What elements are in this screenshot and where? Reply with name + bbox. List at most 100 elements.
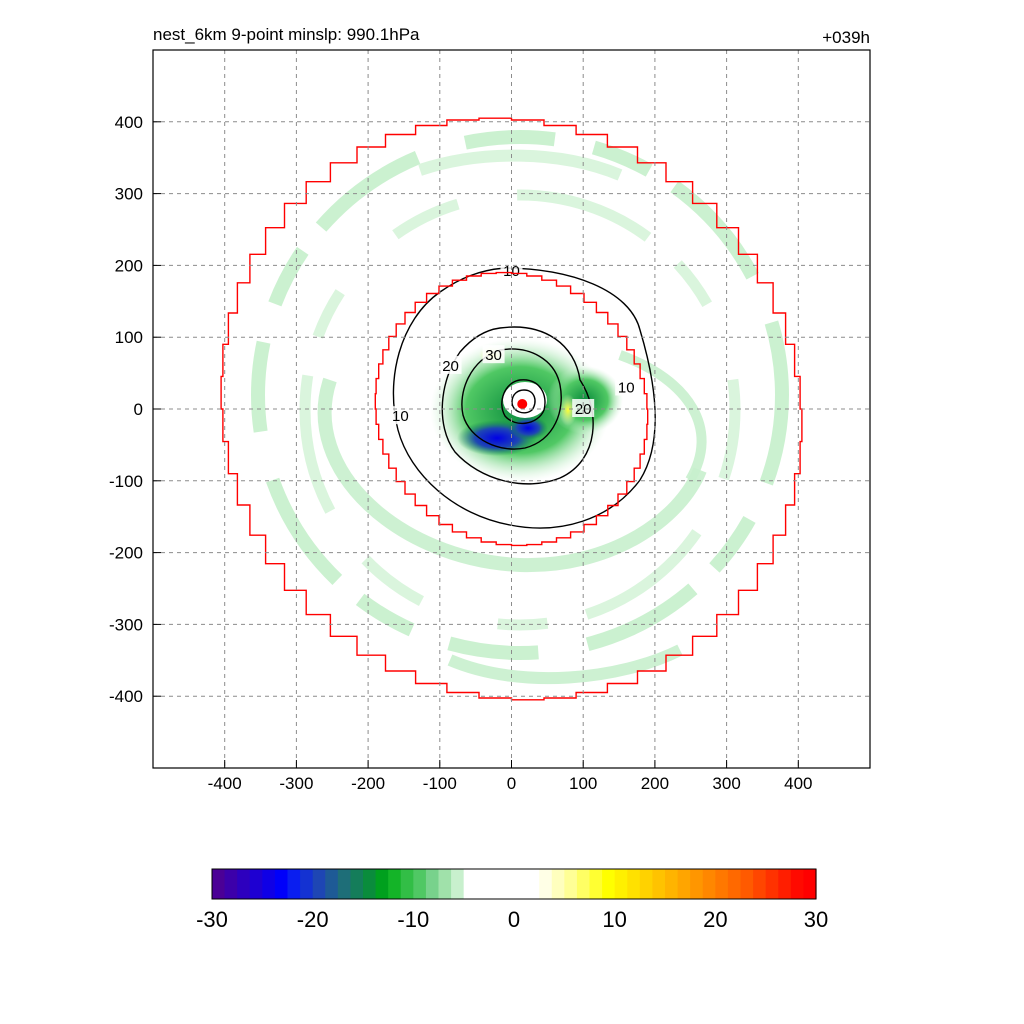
- colorbar-swatch: [727, 869, 742, 899]
- colorbar-swatch: [627, 869, 641, 899]
- colorbar-swatch: [388, 869, 402, 899]
- colorbar-swatch: [438, 869, 452, 899]
- colorbar-swatch: [212, 869, 226, 899]
- contour-label: 30: [485, 347, 502, 364]
- colorbar-swatch: [249, 869, 263, 899]
- x-tick-label: -300: [279, 774, 313, 793]
- x-tick-label: 0: [507, 774, 516, 793]
- spiral-band: [418, 149, 623, 181]
- colorbar-tick-label: 20: [703, 907, 727, 932]
- contour-label-bg: [482, 345, 505, 364]
- colorbar-tick-label: -20: [297, 907, 329, 932]
- domain-boundary: [374, 271, 649, 547]
- colorbar-swatch: [652, 869, 666, 899]
- contour-label-bg: [572, 399, 595, 417]
- contour-label: 10: [392, 408, 409, 425]
- y-axis: -400 -300 -200 -100 0 100 200 300 400: [109, 113, 161, 706]
- colorbar-swatch: [778, 869, 792, 899]
- spiral-band: [317, 377, 707, 573]
- y-tick-label: 300: [115, 185, 143, 204]
- colorbar-tick-label: -30: [196, 907, 228, 932]
- domain-boundary: [220, 117, 803, 701]
- contour-line-30: [461, 348, 562, 450]
- time-label: +039h: [822, 28, 870, 47]
- colorbar-swatch: [400, 869, 414, 899]
- y-tick-label: -300: [109, 615, 143, 634]
- colorbar-swatch: [564, 869, 578, 899]
- colorbar-swatch: [488, 869, 503, 899]
- colorbar-swatch: [665, 869, 679, 899]
- colorbar-swatch: [337, 869, 352, 899]
- x-tick-label: 100: [569, 774, 597, 793]
- contour-label: 20: [575, 401, 592, 418]
- colorbar-swatch: [690, 869, 704, 899]
- contour-label-bg: [439, 355, 462, 374]
- colorbar-swatch: [514, 869, 528, 899]
- y-tick-label: 400: [115, 113, 143, 132]
- y-tick-label: 0: [134, 400, 143, 419]
- colorbar-swatch: [425, 869, 440, 899]
- colorbar-swatch: [350, 869, 364, 899]
- colorbar-swatch: [539, 869, 553, 899]
- colorbar-swatch: [551, 869, 565, 899]
- colorbar-swatch: [300, 869, 314, 899]
- colorbar-swatch: [463, 869, 477, 899]
- y-tick-label: 100: [115, 328, 143, 347]
- x-axis: -400 -300 -200 -100 0 100 200 300 400: [208, 760, 812, 793]
- colorbar-swatch: [715, 869, 729, 899]
- colorbar-swatch: [576, 869, 591, 899]
- colorbar-swatch: [526, 869, 540, 899]
- colorbar-tick-label: 10: [602, 907, 626, 932]
- contour-line-10: [392, 267, 656, 529]
- colorbar-tick-label: -10: [397, 907, 429, 932]
- spiral-band: [618, 350, 707, 483]
- outer-ring-band: [251, 130, 789, 660]
- colorbar-swatch: [740, 869, 754, 899]
- chart-title: nest_6km 9-point minslp: 990.1hPa: [153, 25, 420, 44]
- x-tick-label: 300: [712, 774, 740, 793]
- colorbar-swatch: [639, 869, 654, 899]
- colorbar-swatch: [476, 869, 490, 899]
- colorbar-swatch: [803, 869, 817, 899]
- colorbar-swatch: [677, 869, 691, 899]
- y-tick-label: 200: [115, 256, 143, 275]
- colorbar-swatch: [312, 869, 326, 899]
- colorbar-tick-label: 30: [804, 907, 828, 932]
- colorbar-swatch: [375, 869, 389, 899]
- x-tick-label: -100: [423, 774, 457, 793]
- colorbar-swatch: [765, 869, 779, 899]
- contour-label: 10: [503, 263, 520, 280]
- colorbar-swatch: [224, 869, 238, 899]
- x-tick-label: -400: [208, 774, 242, 793]
- x-tick-label: 400: [784, 774, 812, 793]
- y-tick-label: -400: [109, 687, 143, 706]
- colorbar-swatch: [501, 869, 515, 899]
- colorbar-swatch: [287, 869, 301, 899]
- y-tick-label: -100: [109, 472, 143, 491]
- spiral-band: [447, 644, 683, 685]
- contour-line-20: [441, 326, 594, 485]
- contour-label: 20: [442, 358, 459, 375]
- colorbar: -30 -20 -10 0 10 20 30: [196, 868, 828, 932]
- plot-area: 10 10 10 20 20 30: [152, 49, 871, 769]
- contour-label-bg: [615, 377, 638, 396]
- colorbar-swatch: [363, 869, 377, 899]
- contours: [392, 267, 656, 529]
- contour-label: 10: [618, 379, 635, 396]
- colorbar-swatch: [325, 869, 339, 899]
- y-tick-label: -200: [109, 544, 143, 563]
- colorbar-swatch: [274, 869, 289, 899]
- x-tick-label: 200: [641, 774, 669, 793]
- colorbar-swatch: [702, 869, 716, 899]
- contour-label-bg: [389, 406, 412, 425]
- colorbar-swatch: [602, 869, 616, 899]
- domain-boundaries: [220, 117, 803, 701]
- colorbar-swatch: [753, 869, 767, 899]
- colorbar-swatch: [790, 869, 805, 899]
- outer-ring-band: [299, 189, 741, 631]
- contour-line-inner: [511, 389, 536, 414]
- colorbar-tick-label: 0: [508, 907, 520, 932]
- colorbar-swatch: [614, 869, 628, 899]
- contour-line-inner: [501, 379, 546, 425]
